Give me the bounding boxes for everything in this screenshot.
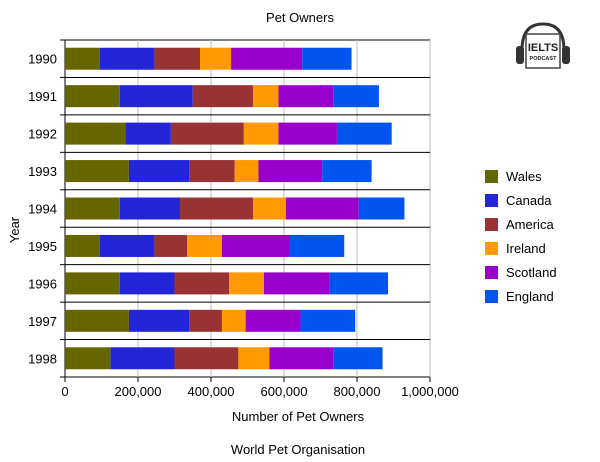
bar-ireland-1993 [234,160,259,183]
bar-america-1993 [189,160,235,183]
y-tick-label: 1991 [28,89,57,104]
bar-scotland-1997 [245,309,301,332]
bar-wales-1995 [65,234,100,257]
bar-america-1994 [179,197,253,220]
bar-ireland-1992 [243,122,279,145]
bar-scotland-1998 [269,347,334,370]
y-tick-label: 1998 [28,351,57,366]
legend: Wales Canada America Ireland Scotland England [485,169,557,304]
y-axis-label: Year [7,216,22,243]
legend-label-scotland: Scotland [506,265,557,280]
bar-wales-1992 [65,122,126,145]
bar-scotland-1995 [221,234,290,257]
x-tick-label: 400,000 [188,384,235,399]
y-tick-label: 1992 [28,127,57,142]
y-tick-label: 1996 [28,276,57,291]
bar-scotland-1991 [278,85,334,108]
headphone-left-cup [516,46,524,64]
x-tick-label: 200,000 [115,384,162,399]
bar-america-1998 [174,347,239,370]
bar-ireland-1996 [229,272,264,295]
x-axis-label: Number of Pet Owners [232,409,365,424]
bar-ireland-1990 [200,47,232,70]
legend-label-wales: Wales [506,169,542,184]
bar-scotland-1996 [263,272,330,295]
bar-canada-1990 [99,47,155,70]
legend-label-america: America [506,217,554,232]
bar-ireland-1995 [187,234,222,257]
y-tick-label: 1995 [28,239,57,254]
bar-england-1993 [322,160,372,183]
legend-label-canada: Canada [506,193,552,208]
bar-england-1997 [300,309,356,332]
bar-england-1998 [333,347,383,370]
x-tick-labels: 0 200,000 400,000 600,000 800,000 1,000,000 [61,384,459,399]
bar-canada-1996 [119,272,175,295]
bar-wales-1993 [65,160,129,183]
chart-title: Pet Owners [266,10,334,25]
legend-swatch-scotland [485,266,498,279]
bars-group [65,47,405,370]
bar-ireland-1997 [221,309,246,332]
headphone-band [520,22,566,51]
bar-canada-1992 [125,122,171,145]
ielts-podcast-logo: IELTS PODCAST [516,22,570,69]
bar-america-1995 [154,234,188,257]
bar-wales-1990 [65,47,100,70]
bar-scotland-1990 [231,47,303,70]
bar-scotland-1994 [285,197,359,220]
y-tick-labels: 1990 1991 1992 1993 1994 1995 1996 1997 1998 [28,52,57,367]
bar-england-1995 [289,234,345,257]
bar-england-1996 [329,272,389,295]
bar-scotland-1993 [258,160,323,183]
y-tick-label: 1994 [28,202,57,217]
legend-label-england: England [506,289,554,304]
bar-canada-1998 [110,347,175,370]
grid-lines [60,39,431,382]
source-note: World Pet Organisation [231,442,365,457]
headphone-right-cup [562,46,570,64]
bar-wales-1996 [65,272,120,295]
bar-america-1996 [174,272,230,295]
legend-label-ireland: Ireland [506,241,546,256]
y-tick-label: 1997 [28,314,57,329]
legend-swatch-england [485,290,498,303]
x-tick-label: 800,000 [334,384,381,399]
bar-england-1990 [302,47,352,70]
logo-text-ielts: IELTS [528,42,558,54]
bar-scotland-1992 [278,122,337,145]
legend-swatch-america [485,218,498,231]
bar-canada-1991 [119,85,193,108]
legend-swatch-canada [485,194,498,207]
x-tick-label: 0 [61,384,68,399]
bar-america-1997 [189,309,222,332]
bar-england-1991 [333,85,379,108]
legend-swatch-ireland [485,242,498,255]
x-tick-label: 600,000 [261,384,308,399]
x-tick-label: 1,000,000 [401,384,459,399]
bar-wales-1994 [65,197,120,220]
bar-wales-1991 [65,85,120,108]
logo-box [525,33,561,69]
bar-england-1994 [358,197,405,220]
bar-canada-1995 [99,234,155,257]
bar-ireland-1994 [252,197,286,220]
y-tick-label: 1990 [28,52,57,67]
bar-england-1992 [336,122,392,145]
bar-canada-1993 [128,160,190,183]
bar-america-1991 [192,85,253,108]
bar-wales-1998 [65,347,111,370]
bar-ireland-1998 [238,347,270,370]
bar-ireland-1991 [252,85,279,108]
y-tick-label: 1993 [28,164,57,179]
bar-america-1990 [154,47,201,70]
legend-swatch-wales [485,170,498,183]
logo-text-podcast: PODCAST [530,56,558,62]
bar-america-1992 [170,122,244,145]
bar-canada-1997 [128,309,190,332]
bar-wales-1997 [65,309,129,332]
bar-canada-1994 [119,197,180,220]
